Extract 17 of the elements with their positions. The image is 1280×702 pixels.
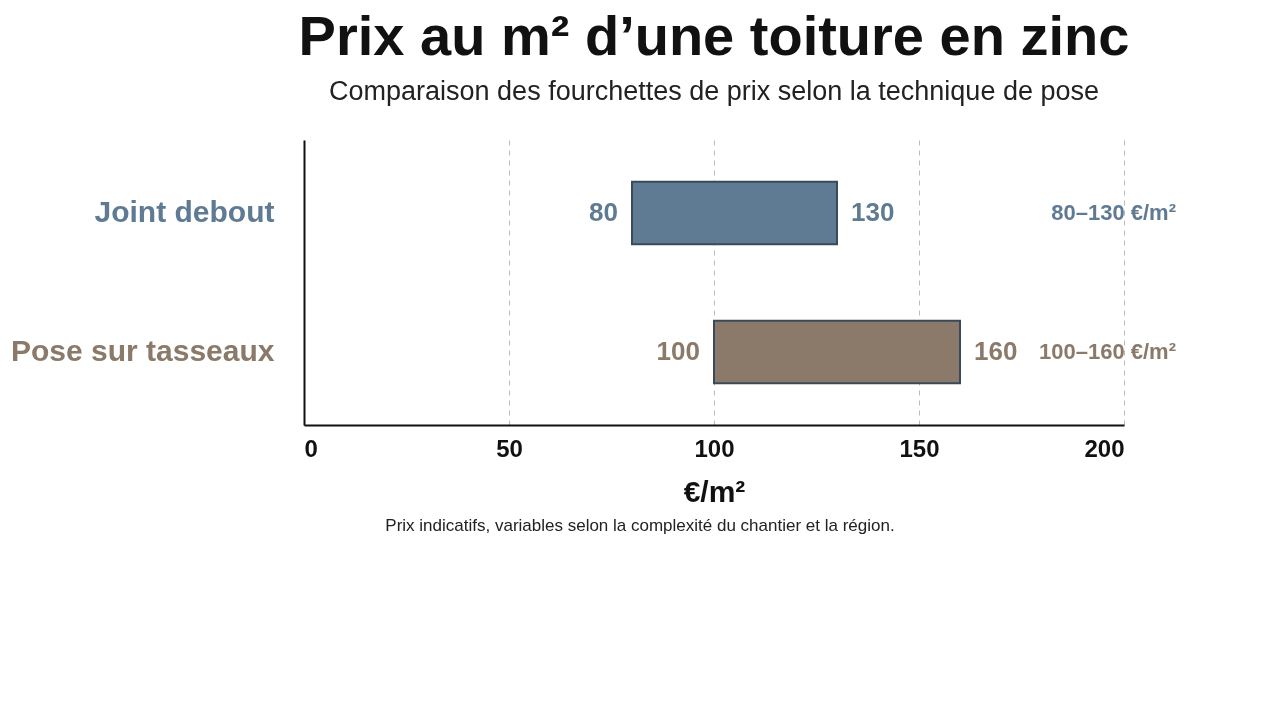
x-tick-label: 100 xyxy=(694,434,735,462)
annotation: 80–130 €/m² xyxy=(1051,199,1176,225)
annotation: 100 xyxy=(656,336,700,367)
x-tick-label: 0 xyxy=(304,434,318,462)
y-tick-label: Joint debout xyxy=(94,194,275,228)
y-tick-label: Pose sur tasseaux xyxy=(11,334,275,368)
annotation: 100–160 €/m² xyxy=(1039,339,1176,365)
text: Prix indicatifs, variables selon la complexité du chantier et la région. xyxy=(384,516,896,536)
annotation: 130 xyxy=(851,196,895,227)
x-axis-title: €/m² xyxy=(683,474,746,508)
annotation: 160 xyxy=(974,336,1018,367)
chart-title: Prix au m² d’une toiture en zinc xyxy=(298,4,1130,67)
x-tick-label: 150 xyxy=(899,434,940,462)
chart-subtitle: Comparaison des fourchettes de prix selon la technique de pose xyxy=(329,76,1099,106)
x-tick-label: 200 xyxy=(1084,434,1125,462)
annotation: 80 xyxy=(589,196,618,227)
x-tick-label: 50 xyxy=(496,434,523,462)
